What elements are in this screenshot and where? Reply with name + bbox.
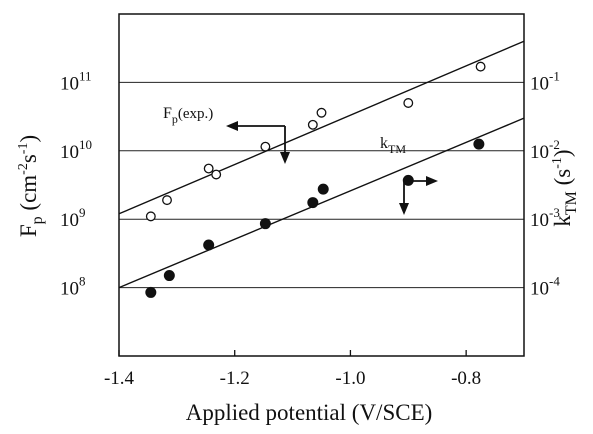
ktm-point-2 [203, 239, 215, 251]
annotation-fp-label: Fp(exp.) [163, 105, 213, 126]
ktm-point-0 [145, 286, 157, 298]
annotation-fp-arrowhead-left [226, 121, 238, 131]
data-points [145, 61, 486, 298]
fp-point-8 [475, 61, 486, 72]
ktm-point-4 [307, 197, 319, 209]
x-tick-label-2: -1.0 [335, 368, 365, 389]
y-right-tick-label-1: 10-3 [530, 205, 560, 231]
y-right-tick-label-0: 10-4 [530, 274, 560, 300]
y-right-tick-label-2: 10-2 [530, 137, 560, 163]
gridlines [119, 81, 524, 289]
fp-point-1 [162, 195, 172, 206]
annotation-ktm: kTM [380, 135, 438, 215]
annotation-fp-arrowhead-down [280, 152, 290, 164]
fp-point-3 [211, 169, 222, 180]
x-axis-label: Applied potential (V/SCE) [186, 400, 433, 425]
y-left-tick-label-0: 108 [60, 274, 86, 300]
y-left-tick-label-1: 109 [60, 205, 86, 231]
ticks: 108 109 1010 1011 10-4 10-3 10-2 10-1 -1.4 -1.2 -1… [60, 68, 560, 389]
annotation-ktm-label: kTM [380, 135, 406, 156]
annotation-ktm-arrowhead-down [399, 203, 409, 215]
y-left-tick-label-3: 1011 [60, 68, 92, 94]
fp-point-5 [307, 119, 318, 130]
fp-point-4 [260, 141, 271, 152]
plot-frame [118, 13, 525, 357]
x-tick-label-0: -1.4 [104, 368, 135, 389]
ktm-point-5 [317, 183, 329, 195]
y-axis-left-label: Fp (cm-2s-1) [16, 135, 46, 237]
fit-lines [118, 40, 525, 289]
fit-line-ktm [118, 117, 525, 289]
fp-point-6 [316, 107, 327, 118]
fp-point-0 [145, 211, 156, 222]
ktm-point-1 [163, 270, 175, 282]
y-left-tick-label-2: 1010 [60, 137, 92, 163]
fp-point-2 [203, 163, 214, 174]
x-tick-label-1: -1.2 [220, 368, 250, 389]
ktm-point-7 [473, 138, 485, 150]
y-right-tick-label-3: 10-1 [530, 68, 560, 94]
x-tick-label-3: -0.8 [451, 368, 481, 389]
fit-line-fpexp [118, 40, 525, 215]
annotation-ktm-arrowhead-right [426, 176, 438, 186]
y-axis-right-label: kTM (s-1) [550, 149, 580, 226]
annotation-fp: Fp(exp.) [163, 105, 290, 164]
ktm-point-3 [259, 218, 271, 230]
fp-point-7 [403, 98, 414, 108]
